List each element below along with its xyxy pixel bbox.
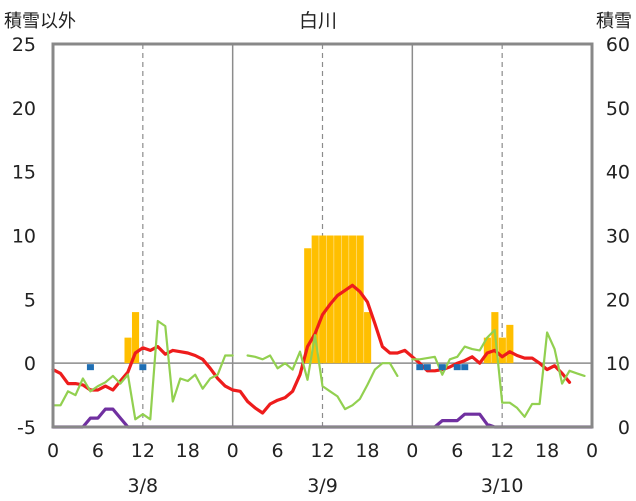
left-tick-label: 20	[12, 98, 36, 120]
x-tick-label: 12	[310, 440, 334, 462]
snowfall-bar	[483, 337, 491, 364]
right-tick-label: 0	[618, 417, 630, 439]
precip-mark	[438, 364, 446, 371]
x-tick-label: 0	[586, 440, 598, 462]
right-tick-label: 50	[606, 98, 630, 120]
snowfall-bar	[131, 312, 140, 364]
snowfall-bar	[364, 312, 372, 364]
x-tick-label: 0	[406, 440, 418, 462]
x-tick-label: 18	[176, 440, 200, 462]
precip-mark	[139, 364, 147, 371]
left-axis-title: 積雪以外	[4, 11, 76, 32]
x-tick-label: 18	[535, 440, 559, 462]
snowfall-bars	[124, 235, 514, 364]
snowfall-bar	[341, 235, 349, 364]
right-tick-label: 40	[606, 162, 630, 184]
snowfall-bar	[326, 235, 334, 364]
date-label: 3/10	[481, 475, 524, 497]
left-tick-label: -5	[17, 417, 36, 439]
snowfall-bar	[304, 248, 312, 364]
snowfall-bar	[334, 235, 342, 364]
right-tick-label: 60	[606, 34, 630, 56]
snowfall-bar	[349, 235, 357, 364]
precip-mark	[461, 364, 469, 371]
x-tick-label: 12	[490, 440, 514, 462]
x-tick-label: 6	[451, 440, 463, 462]
temperature-line	[51, 283, 572, 415]
left-tick-label: 25	[12, 34, 36, 56]
x-tick-label: 12	[131, 440, 155, 462]
plot-border	[51, 42, 594, 429]
x-tick-label: 0	[227, 440, 239, 462]
left-tick-label: 0	[24, 353, 36, 375]
date-label: 3/8	[128, 475, 159, 497]
precip-mark	[423, 364, 431, 371]
plot-frame	[51, 42, 594, 429]
left-tick-label: 15	[12, 162, 36, 184]
snowfall-bar	[124, 337, 132, 364]
date-label: 3/9	[307, 475, 338, 497]
snowfall-bar	[506, 324, 514, 364]
x-tick-label: 6	[272, 440, 284, 462]
x-tick-label: 0	[47, 440, 59, 462]
precip-mark	[453, 364, 461, 371]
precip-mark	[416, 364, 424, 371]
precip-marks	[86, 364, 469, 371]
left-tick-label: 5	[24, 289, 36, 311]
precip-mark	[86, 364, 94, 371]
green-series-line	[51, 319, 586, 421]
left-tick-label: 10	[12, 226, 36, 248]
snowfall-bar	[498, 337, 506, 364]
chart-title: 白川	[299, 10, 337, 32]
right-tick-label: 10	[606, 353, 630, 375]
right-tick-label: 20	[606, 289, 630, 311]
right-axis-title: 積雪	[596, 11, 632, 32]
x-tick-label: 18	[355, 440, 379, 462]
snowfall-bar	[311, 235, 319, 364]
x-tick-label: 6	[92, 440, 104, 462]
right-tick-label: 30	[606, 226, 630, 248]
snowfall-bar	[356, 235, 364, 364]
snowfall-bar	[319, 235, 327, 364]
